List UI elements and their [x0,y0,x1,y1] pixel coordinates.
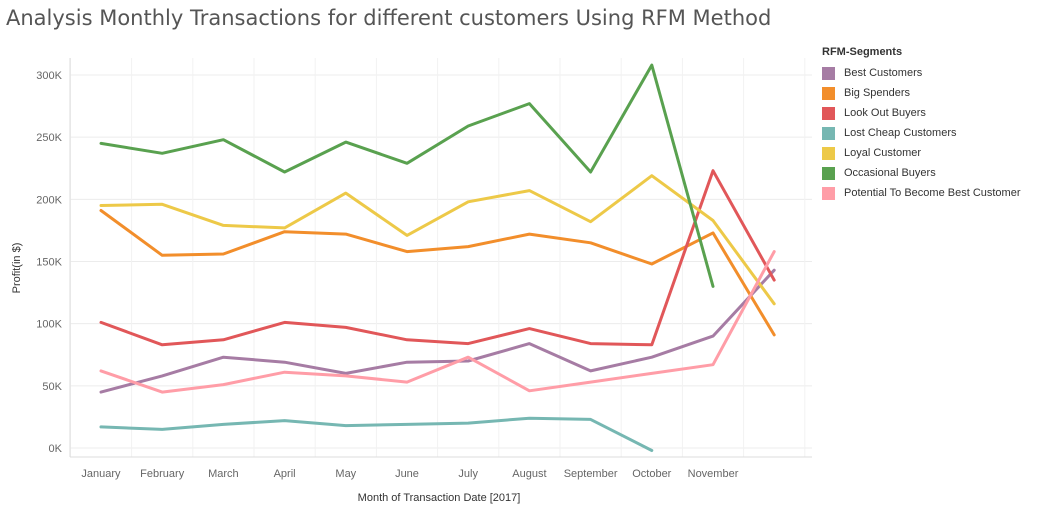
x-axis-title: Month of Transaction Date [2017] [358,492,521,504]
series-lines [99,63,776,452]
series-line [99,174,776,306]
legend-label: Best Customers [844,67,923,79]
x-tick-label: November [688,468,739,480]
legend-swatch [822,106,835,120]
legend-swatch [822,126,835,140]
y-tick-label: 100K [36,319,62,331]
legend-item[interactable]: Lost Cheap Customers [822,123,1048,143]
series-line [99,209,776,337]
y-tick-label: 200K [36,194,62,206]
legend-title: RFM-Segments [822,46,903,58]
x-tick-label: February [140,468,185,480]
legend-label: Loyal Customer [844,147,922,159]
legend-item[interactable]: Occasional Buyers [822,163,1048,183]
axes [69,58,812,458]
y-tick-label: 50K [42,381,62,393]
legend-item[interactable]: Best Customers [822,63,1048,83]
y-tick-label: 0K [49,443,63,455]
series-line [99,63,715,288]
legend-label: Big Spenders [844,87,911,99]
x-tick-label: October [632,468,671,480]
legend-label: Occasional Buyers [844,167,936,179]
legend-item[interactable]: Loyal Customer [822,143,1048,163]
x-tick-label: June [395,468,419,480]
gridlines [69,58,812,457]
legend-label: Potential To Become Best Customer [844,187,1021,199]
legend-item[interactable]: Look Out Buyers [822,103,1048,123]
legend-swatch [822,86,835,100]
series-line [99,268,776,394]
legend-swatch [822,66,835,80]
x-tick-label: July [458,468,478,480]
y-tick-label: 150K [36,257,62,269]
series-line [99,416,654,452]
legend-item[interactable]: Potential To Become Best Customer [822,183,1048,203]
legend-label: Lost Cheap Customers [844,127,957,139]
x-tick-label: August [512,468,546,480]
legend: RFM-Segments Best Customers Big Spenders L… [822,46,1048,203]
chart-title: Analysis Monthly Transactions for differ… [6,6,772,30]
legend-swatch [822,186,835,200]
x-tick-label: January [81,468,121,480]
x-tick-label: September [564,468,618,480]
legend-swatch [822,146,835,160]
legend-swatch [822,166,835,180]
series-line [99,250,776,394]
x-tick-label: April [274,468,296,480]
axis-labels: 0K 50K 100K 150K 200K 250K 300K January February… [11,70,739,504]
y-tick-label: 300K [36,70,62,82]
x-tick-label: March [208,468,239,480]
legend-label: Look Out Buyers [844,107,926,119]
y-tick-label: 250K [36,132,62,144]
series-line [99,169,776,347]
y-axis-title: Profit(in $) [11,243,23,294]
x-tick-label: May [335,468,356,480]
legend-item[interactable]: Big Spenders [822,83,1048,103]
